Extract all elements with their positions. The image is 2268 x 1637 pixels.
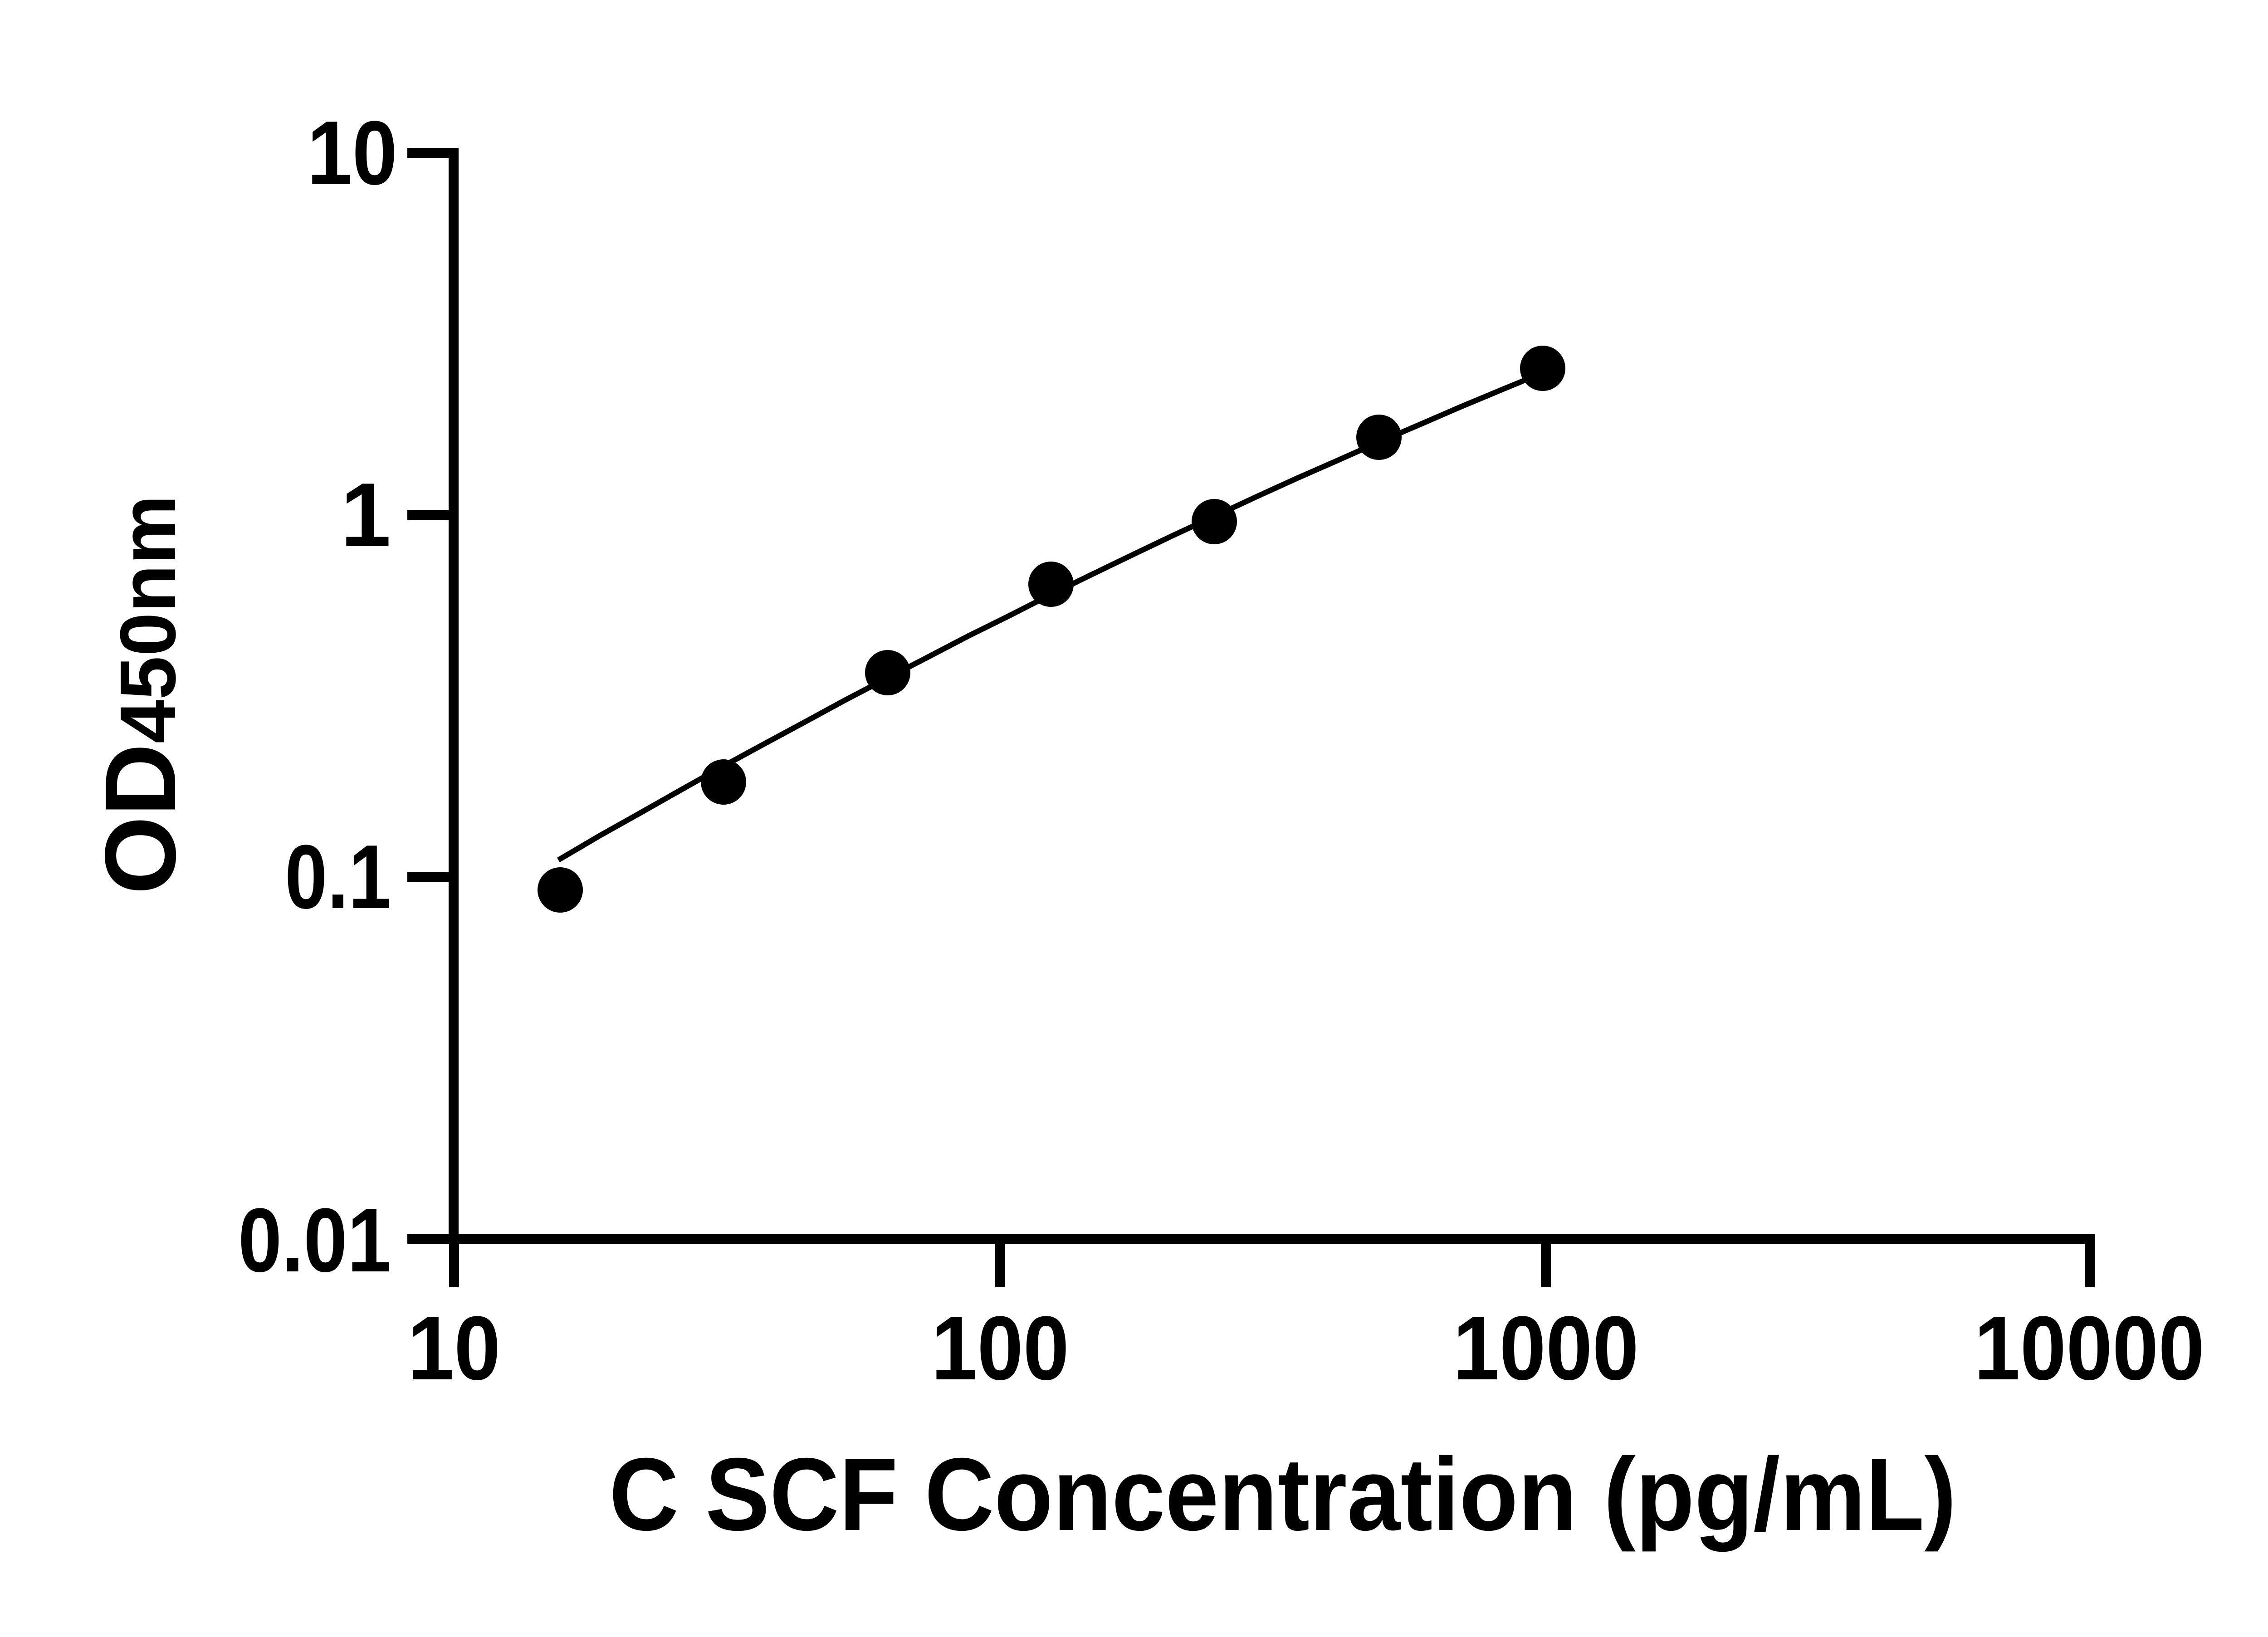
svg-text:10: 10 [307,103,397,204]
svg-text:10000: 10000 [1974,1298,2204,1399]
svg-text:C SCF Concentration (pg/mL): C SCF Concentration (pg/mL) [609,1437,1956,1552]
svg-text:0.1: 0.1 [285,826,391,928]
svg-text:OD450nm: OD450nm [84,495,197,894]
svg-text:10: 10 [408,1298,501,1399]
svg-text:1: 1 [341,464,391,566]
svg-text:100: 100 [931,1298,1069,1399]
svg-text:0.01: 0.01 [238,1190,391,1291]
svg-text:1000: 1000 [1453,1298,1639,1399]
